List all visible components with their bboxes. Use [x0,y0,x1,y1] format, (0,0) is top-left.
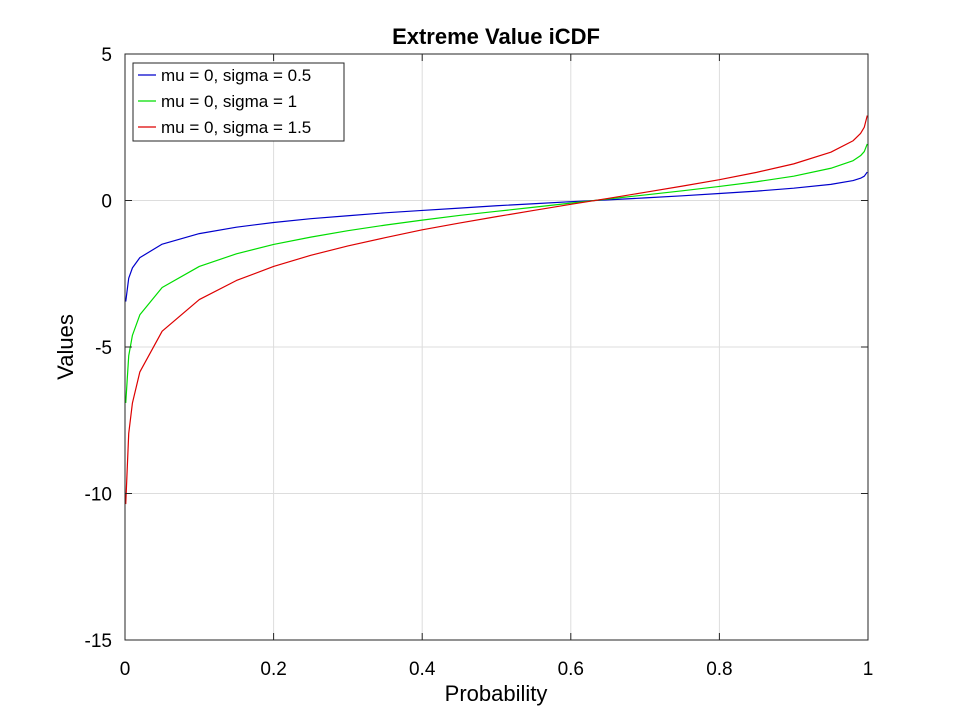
legend-label-2: mu = 0, sigma = 1 [161,92,297,111]
y-tick-label: -15 [85,631,112,652]
series-line-1 [125,171,868,302]
series-line-2 [125,143,868,403]
y-tick-label: -10 [85,485,112,506]
series-line-3 [125,115,868,505]
x-tick-label: 1 [863,659,874,680]
x-tick-label: 0.2 [260,659,286,680]
chart-title: Extreme Value iCDF [392,24,600,49]
legend-label-3: mu = 0, sigma = 1.5 [161,118,311,137]
x-tick-label: 0 [120,659,131,680]
y-tick-label: 0 [101,192,112,213]
x-tick-label: 0.6 [558,659,584,680]
ticks [124,53,869,641]
legend-items: mu = 0, sigma = 0.5 mu = 0, sigma = 1 mu =… [138,66,311,137]
series-lines [125,115,868,505]
x-axis-label: Probability [445,681,548,706]
tick-labels: 0 0.2 0.4 0.6 0.8 1 -15 -10 -5 0 5 [85,45,874,680]
y-axis-label: Values [53,314,78,380]
y-tick-label: -5 [95,338,112,359]
x-tick-label: 0.4 [409,659,436,680]
legend-box [132,62,345,142]
legend: mu = 0, sigma = 0.5 mu = 0, sigma = 1 mu =… [132,62,345,142]
x-tick-label: 0.8 [706,659,732,680]
legend-label-1: mu = 0, sigma = 0.5 [161,66,311,85]
y-tick-label: 5 [101,45,112,66]
